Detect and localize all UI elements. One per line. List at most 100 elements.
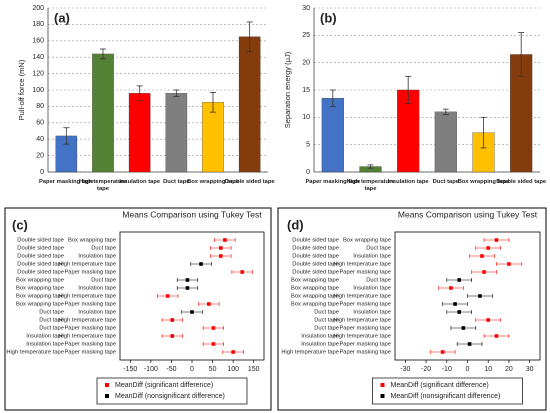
mean-diff-point <box>440 350 445 354</box>
row-label: High temperature tape <box>281 350 339 356</box>
row-label: Insulation tape <box>353 286 391 292</box>
row-label: High temperature tape <box>58 318 116 324</box>
y-tick-label: 20 <box>302 60 310 67</box>
x-tick-label: -30 <box>400 366 410 373</box>
row-label: Paper masking tape <box>339 326 391 332</box>
x-tick-label: Double sided tape <box>225 179 276 185</box>
mean-diff-point <box>207 302 211 306</box>
row-label: Insulation tape <box>353 254 391 260</box>
row-label: Box wrapping tape <box>291 278 339 284</box>
x-tick-label: High temperature tape <box>79 179 128 192</box>
mean-diff-point <box>211 326 216 330</box>
row-label: Double sided tape <box>17 246 64 252</box>
x-tick-label: -50 <box>166 366 176 373</box>
row-label: Box wrapping tape <box>16 302 64 308</box>
row-label: Double sided tape <box>292 238 339 244</box>
row-label: Double sided tape <box>292 254 339 260</box>
mean-diff-point <box>478 294 482 298</box>
row-label: Insulation tape <box>301 334 339 340</box>
row-label: Insulation tape <box>353 310 391 316</box>
row-label: Duct tape <box>39 326 64 332</box>
y-axis-label: Separation energy (μJ) <box>283 51 292 128</box>
row-label: Paper masking tape <box>339 350 391 356</box>
mean-diff-point <box>165 294 170 298</box>
row-label: Paper masking tape <box>339 342 391 348</box>
row-label: High temperature tape <box>58 262 116 268</box>
mean-diff-point <box>170 334 175 338</box>
row-label: Box wrapping tape <box>291 302 339 308</box>
mean-diff-point <box>223 238 227 242</box>
row-label: Duct tape <box>314 326 339 332</box>
row-label: Duct tape <box>314 318 339 324</box>
row-label: High temperature tape <box>333 318 391 324</box>
row-label: Box wrapping tape <box>68 238 116 244</box>
mean-diff-point <box>219 246 223 250</box>
legend-marker <box>105 383 109 387</box>
y-tick-label: 160 <box>32 38 44 45</box>
x-tick-label: 0 <box>466 366 470 373</box>
row-label: Box wrapping tape <box>16 294 64 300</box>
row-label: Duct tape <box>91 278 116 284</box>
y-tick-label: 20 <box>36 152 44 159</box>
bar <box>434 111 457 173</box>
mean-diff-point <box>219 254 223 258</box>
row-label: High temperature tape <box>333 334 391 340</box>
legend-label: MeanDiff (nonsignificant difference) <box>391 393 501 400</box>
mean-diff-point <box>461 326 466 330</box>
x-tick-label: 20 <box>505 366 513 373</box>
row-label: Paper masking tape <box>64 342 116 348</box>
x-tick-label: 0 <box>190 366 194 373</box>
x-tick-label: 30 <box>526 366 534 373</box>
panel-label: (b) <box>320 10 337 25</box>
row-label: Paper masking tape <box>64 302 116 308</box>
x-tick-label: -150 <box>123 366 137 373</box>
chart-title: Means Comparison using Tukey Test <box>398 209 538 219</box>
bar <box>92 53 114 173</box>
row-label: Insulation tape <box>78 310 116 316</box>
row-label: Paper masking tape <box>64 350 116 356</box>
row-label: Duct tape <box>314 310 339 316</box>
mean-diff-point <box>185 286 190 290</box>
bar <box>165 93 188 173</box>
row-label: Double sided tape <box>292 262 339 268</box>
mean-diff-point <box>240 270 244 274</box>
mean-diff-point <box>453 302 457 306</box>
x-tick-label: Paper masking tape <box>39 179 95 185</box>
chart-title: Means Comparison using Tukey Test <box>122 209 262 219</box>
y-tick-label: 15 <box>302 87 310 94</box>
row-label: Box wrapping tape <box>16 286 64 292</box>
mean-diff-point <box>482 270 486 274</box>
row-label: Insulation tape <box>78 286 116 292</box>
row-label: Insulation tape <box>301 342 339 348</box>
x-tick-label: Double sided tape <box>496 179 547 185</box>
mean-diff-point <box>199 262 203 266</box>
x-tick-label: 150 <box>248 366 260 373</box>
row-label: Double sided tape <box>17 254 64 260</box>
mean-diff-point <box>480 254 484 258</box>
row-label: Duct tape <box>366 246 391 252</box>
y-tick-label: 10 <box>302 114 310 121</box>
row-label: Double sided tape <box>17 270 64 276</box>
legend-frame <box>372 377 523 405</box>
legend-frame <box>96 377 248 405</box>
row-label: Duct tape <box>366 278 391 284</box>
row-label: Duct tape <box>91 246 116 252</box>
panel-frame <box>4 207 272 411</box>
x-tick-label: -10 <box>442 366 452 373</box>
mean-diff-point <box>486 246 491 250</box>
x-tick-label: 10 <box>484 366 492 373</box>
mean-diff-point <box>494 238 499 242</box>
mean-diff-point <box>457 278 462 282</box>
mean-diff-point <box>457 310 462 314</box>
panel-frame <box>277 207 547 411</box>
row-label: High temperature tape <box>58 294 116 300</box>
mean-diff-point <box>190 310 194 314</box>
legend-marker <box>380 383 385 387</box>
y-axis-label: Pull-off force (mN) <box>17 59 26 120</box>
panel-label: (c) <box>12 217 28 232</box>
mean-diff-point <box>211 342 216 346</box>
y-tick-label: 120 <box>32 70 44 77</box>
y-tick-label: 180 <box>32 21 44 28</box>
y-tick-label: 200 <box>32 5 44 12</box>
